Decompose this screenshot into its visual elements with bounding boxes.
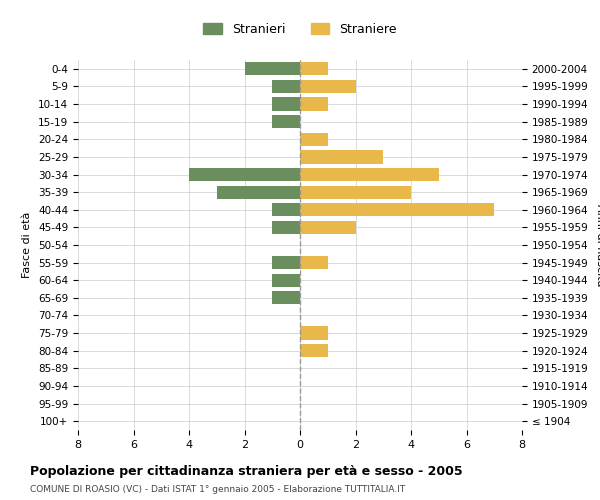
Bar: [300, 62, 328, 76]
Bar: [300, 203, 494, 216]
Bar: [272, 98, 300, 110]
Bar: [272, 256, 300, 269]
Bar: [300, 186, 411, 198]
Bar: [272, 291, 300, 304]
Bar: [272, 115, 300, 128]
Bar: [272, 80, 300, 93]
Text: Popolazione per cittadinanza straniera per età e sesso - 2005: Popolazione per cittadinanza straniera p…: [30, 465, 463, 478]
Bar: [300, 256, 328, 269]
Y-axis label: Fasce di età: Fasce di età: [22, 212, 32, 278]
Bar: [272, 221, 300, 234]
Bar: [300, 344, 328, 358]
Bar: [300, 326, 328, 340]
Legend: Stranieri, Straniere: Stranieri, Straniere: [198, 18, 402, 41]
Bar: [217, 186, 300, 198]
Bar: [272, 274, 300, 287]
Bar: [245, 62, 300, 76]
Bar: [272, 203, 300, 216]
Bar: [300, 168, 439, 181]
Bar: [300, 80, 355, 93]
Bar: [300, 98, 328, 110]
Text: COMUNE DI ROASIO (VC) - Dati ISTAT 1° gennaio 2005 - Elaborazione TUTTITALIA.IT: COMUNE DI ROASIO (VC) - Dati ISTAT 1° ge…: [30, 485, 405, 494]
Bar: [300, 221, 355, 234]
Bar: [300, 132, 328, 146]
Bar: [300, 150, 383, 164]
Bar: [189, 168, 300, 181]
Y-axis label: Anni di nascita: Anni di nascita: [595, 204, 600, 286]
